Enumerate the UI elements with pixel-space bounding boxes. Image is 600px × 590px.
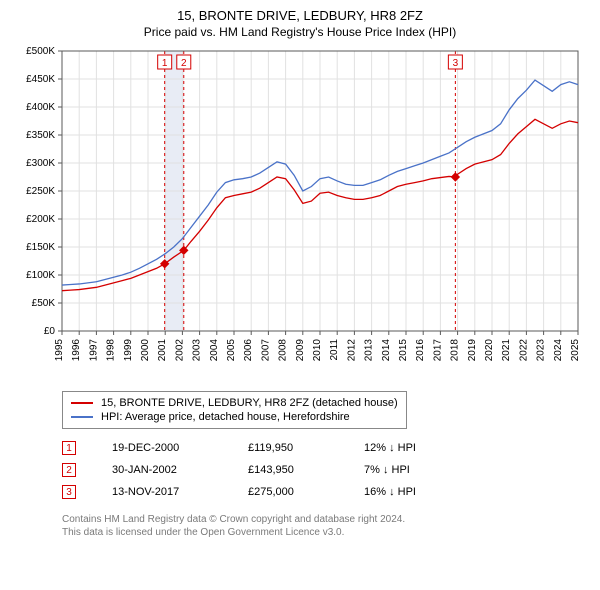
svg-text:1996: 1996 xyxy=(71,339,82,362)
svg-text:2009: 2009 xyxy=(295,339,306,362)
svg-text:2006: 2006 xyxy=(243,339,254,362)
svg-text:£400K: £400K xyxy=(26,102,55,113)
svg-text:2020: 2020 xyxy=(484,339,495,362)
svg-text:2000: 2000 xyxy=(140,339,151,362)
sale-hpi-delta: 12% ↓ HPI xyxy=(364,442,454,454)
sale-row: 2 30-JAN-2002 £143,950 7% ↓ HPI xyxy=(62,459,588,481)
title-block: 15, BRONTE DRIVE, LEDBURY, HR8 2FZ Price… xyxy=(12,8,588,39)
legend: 15, BRONTE DRIVE, LEDBURY, HR8 2FZ (deta… xyxy=(62,391,407,429)
svg-text:2015: 2015 xyxy=(398,339,409,362)
svg-text:2002: 2002 xyxy=(174,339,185,362)
svg-text:2010: 2010 xyxy=(312,339,323,362)
svg-text:£0: £0 xyxy=(44,326,56,337)
sale-date: 30-JAN-2002 xyxy=(112,464,212,476)
svg-text:£150K: £150K xyxy=(26,242,55,253)
sale-hpi-delta: 7% ↓ HPI xyxy=(364,464,454,476)
svg-text:2008: 2008 xyxy=(278,339,289,362)
svg-text:2023: 2023 xyxy=(536,339,547,362)
svg-text:2024: 2024 xyxy=(553,339,564,362)
sale-hpi-delta: 16% ↓ HPI xyxy=(364,486,454,498)
svg-text:2021: 2021 xyxy=(501,339,512,362)
svg-text:1995: 1995 xyxy=(54,339,65,362)
legend-swatch xyxy=(71,402,93,404)
sales-table: 1 19-DEC-2000 £119,950 12% ↓ HPI 2 30-JAN-200… xyxy=(62,437,588,503)
svg-text:£450K: £450K xyxy=(26,74,55,85)
sale-marker: 1 xyxy=(62,441,76,455)
svg-text:2016: 2016 xyxy=(415,339,426,362)
legend-swatch xyxy=(71,416,93,418)
sale-row: 3 13-NOV-2017 £275,000 16% ↓ HPI xyxy=(62,481,588,503)
svg-text:1998: 1998 xyxy=(106,339,117,362)
chart-area: £0 £50K £100K £150K £200K £250K £300K £350K £400… xyxy=(12,45,588,385)
svg-text:2017: 2017 xyxy=(432,339,443,362)
sale-marker: 2 xyxy=(62,463,76,477)
svg-text:£300K: £300K xyxy=(26,158,55,169)
svg-text:1997: 1997 xyxy=(88,339,99,362)
svg-text:2012: 2012 xyxy=(346,339,357,362)
svg-text:2019: 2019 xyxy=(467,339,478,362)
svg-text:£250K: £250K xyxy=(26,186,55,197)
svg-text:2004: 2004 xyxy=(209,339,220,362)
svg-text:2001: 2001 xyxy=(157,339,168,362)
sale-date: 19-DEC-2000 xyxy=(112,442,212,454)
svg-text:2011: 2011 xyxy=(329,339,340,361)
svg-text:2014: 2014 xyxy=(381,339,392,362)
legend-label: 15, BRONTE DRIVE, LEDBURY, HR8 2FZ (deta… xyxy=(101,397,398,409)
svg-text:£50K: £50K xyxy=(32,298,56,309)
legend-item: 15, BRONTE DRIVE, LEDBURY, HR8 2FZ (deta… xyxy=(71,396,398,410)
legend-item: HPI: Average price, detached house, Here… xyxy=(71,410,398,424)
sale-row: 1 19-DEC-2000 £119,950 12% ↓ HPI xyxy=(62,437,588,459)
svg-text:2013: 2013 xyxy=(364,339,375,362)
chart-title: 15, BRONTE DRIVE, LEDBURY, HR8 2FZ xyxy=(12,8,588,23)
svg-text:1999: 1999 xyxy=(123,339,134,362)
sale-marker: 3 xyxy=(62,485,76,499)
footer-line-1: Contains HM Land Registry data © Crown c… xyxy=(62,513,588,526)
svg-text:£100K: £100K xyxy=(26,270,55,281)
svg-text:2022: 2022 xyxy=(518,339,529,362)
svg-text:2025: 2025 xyxy=(570,339,581,362)
sale-price: £275,000 xyxy=(248,486,328,498)
svg-text:1: 1 xyxy=(162,58,168,69)
svg-text:2003: 2003 xyxy=(192,339,203,362)
legend-label: HPI: Average price, detached house, Here… xyxy=(101,411,350,423)
footer-line-2: This data is licensed under the Open Gov… xyxy=(62,526,588,539)
svg-text:3: 3 xyxy=(453,58,459,69)
chart-container: 15, BRONTE DRIVE, LEDBURY, HR8 2FZ Price… xyxy=(0,0,600,547)
sale-date: 13-NOV-2017 xyxy=(112,486,212,498)
sale-price: £119,950 xyxy=(248,442,328,454)
svg-text:£500K: £500K xyxy=(26,46,55,57)
svg-text:£350K: £350K xyxy=(26,130,55,141)
svg-text:2018: 2018 xyxy=(450,339,461,362)
svg-text:2007: 2007 xyxy=(260,339,271,362)
sale-price: £143,950 xyxy=(248,464,328,476)
svg-text:2: 2 xyxy=(181,58,187,69)
svg-text:2005: 2005 xyxy=(226,339,237,362)
chart-subtitle: Price paid vs. HM Land Registry's House … xyxy=(12,25,588,39)
footer-attribution: Contains HM Land Registry data © Crown c… xyxy=(62,513,588,539)
line-chart-svg: £0 £50K £100K £150K £200K £250K £300K £350K £400… xyxy=(12,45,588,385)
svg-text:£200K: £200K xyxy=(26,214,55,225)
